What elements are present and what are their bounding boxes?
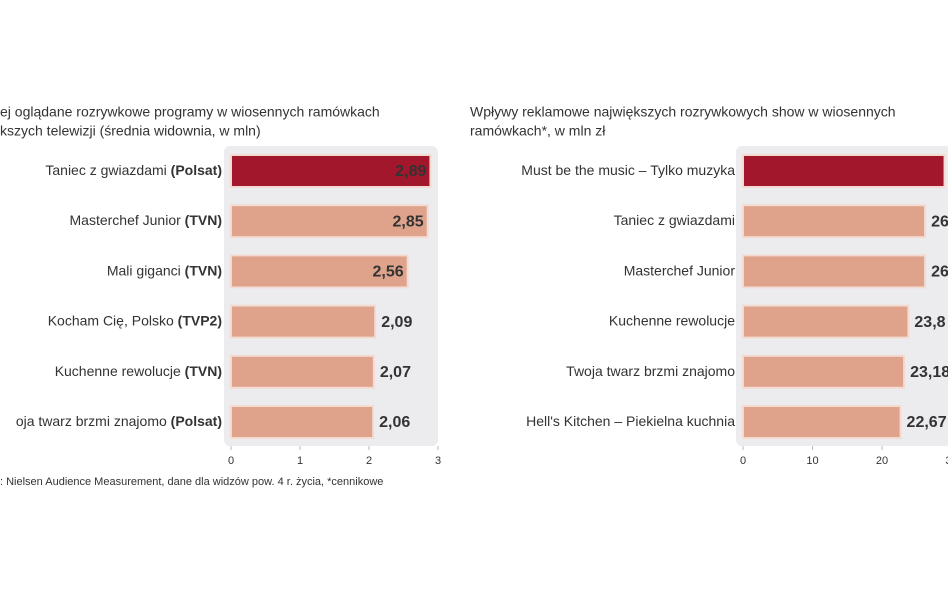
bar — [230, 405, 375, 439]
category-name: oja twarz brzmi znajomo — [16, 413, 167, 429]
category-label: Twoja twarz brzmi znajomo — [566, 363, 735, 379]
category-name: Kuchenne rewolucje — [609, 312, 735, 328]
category-label: Kocham Cię, Polsko (TVP2) — [48, 312, 222, 328]
value-label: 2,85 — [393, 213, 424, 230]
x-tick-label: 0 — [228, 455, 234, 467]
value-label: 2,06 — [379, 414, 410, 431]
value-label: 23,18 — [910, 364, 948, 381]
category-label: Hell's Kitchen – Piekielna kuchnia — [526, 413, 735, 429]
category-name: Kuchenne rewolucje — [55, 363, 181, 379]
bar — [742, 304, 910, 339]
category-label: Masterchef Junior — [624, 262, 736, 278]
bar — [230, 204, 429, 239]
value-label: 23,8 — [914, 314, 945, 331]
category-label: Kuchenne rewolucje — [609, 312, 735, 328]
value-label: 26,2 — [931, 213, 948, 230]
x-tick-label: 3 — [435, 455, 441, 467]
x-tick-label: 2 — [366, 455, 372, 467]
channel-name: (TVN) — [185, 212, 222, 228]
category-label: Kuchenne rewolucje (TVN) — [55, 363, 222, 379]
category-label: Masterchef Junior (TVN) — [70, 212, 223, 228]
category-name: Mali giganci — [107, 262, 181, 278]
value-label: 26,2 — [931, 264, 948, 281]
channel-name: (Polsat) — [171, 413, 222, 429]
x-tick-label: 1 — [297, 455, 303, 467]
bar — [230, 254, 409, 289]
x-tick-label: 0 — [740, 455, 746, 467]
value-label: 2,09 — [381, 314, 412, 331]
chart-title: ramówkach*, w mln zł — [470, 123, 606, 139]
bar — [230, 354, 375, 389]
category-label: oja twarz brzmi znajomo (Polsat) — [16, 413, 222, 429]
x-tick-label: 30 — [945, 455, 948, 467]
channel-name: (TVN) — [185, 262, 222, 278]
chart-title: ej oglądane rozrywkowe programy w wiosen… — [0, 104, 380, 120]
bar — [742, 204, 927, 239]
bar — [230, 304, 377, 339]
category-label: Taniec z gwiazdami (Polsat) — [45, 162, 222, 178]
bar — [742, 354, 906, 389]
bar — [230, 154, 432, 188]
channel-name: (Polsat) — [171, 162, 222, 178]
value-label: 22,67 — [907, 414, 947, 431]
category-name: Masterchef Junior — [70, 212, 182, 228]
category-name: Hell's Kitchen – Piekielna kuchnia — [526, 413, 735, 429]
value-label: 2,56 — [372, 264, 403, 281]
chart-title: Wpływy reklamowe największych rozrywkowy… — [470, 104, 896, 120]
bar — [742, 154, 946, 188]
value-label: 2,89 — [395, 163, 426, 180]
category-name: Taniec z gwiazdami — [614, 212, 735, 228]
x-tick-label: 20 — [876, 455, 888, 467]
category-name: Masterchef Junior — [624, 262, 736, 278]
channel-name: (TVN) — [185, 363, 222, 379]
plot-panel — [224, 146, 438, 446]
channel-name: (TVP2) — [178, 312, 222, 328]
chart-title: kszych telewizji (średnia widownia, w ml… — [0, 123, 261, 139]
category-label: Must be the music – Tylko muzyka — [521, 162, 735, 178]
category-name: Must be the music – Tylko muzyka — [521, 162, 735, 178]
category-name: Taniec z gwiazdami — [45, 162, 166, 178]
category-name: Twoja twarz brzmi znajomo — [566, 363, 735, 379]
plot-panel — [736, 146, 948, 446]
bar — [742, 405, 902, 439]
bar — [742, 254, 927, 289]
category-label: Taniec z gwiazdami — [614, 212, 735, 228]
x-tick-label: 10 — [806, 455, 818, 467]
category-name: Kocham Cię, Polsko — [48, 312, 174, 328]
source-note: : Nielsen Audience Measurement, dane dla… — [0, 476, 383, 488]
category-label: Mali giganci (TVN) — [107, 262, 222, 278]
value-label: 2,07 — [380, 364, 411, 381]
